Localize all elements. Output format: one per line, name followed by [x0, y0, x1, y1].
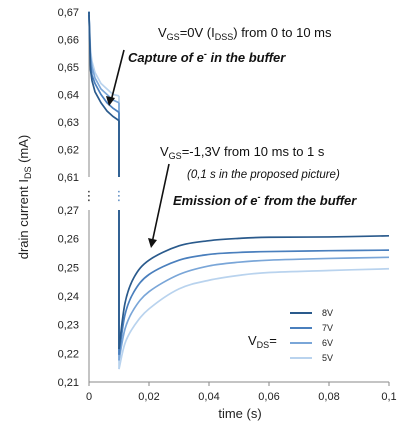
x-tick-label: 0	[86, 391, 92, 403]
emission-annotation-line1: VGS=-1,3V from 10 ms to 1 s	[160, 144, 325, 161]
emission-arrow-head	[148, 238, 157, 248]
y-tick-label: 0,22	[58, 348, 79, 360]
x-tick-label: 0,04	[198, 391, 219, 403]
y-tick-label: 0,66	[58, 35, 79, 47]
y-axis-label-unit: (mA)	[16, 135, 31, 167]
y-tick-label: 0,65	[58, 62, 79, 74]
y-tick-label: 0,64	[58, 90, 79, 102]
capture-arrow	[110, 49, 125, 102]
axis-break-dots: ⋮	[83, 189, 96, 204]
y-tick-label: 0,25	[58, 262, 79, 274]
capture-annotation-line2: Capture of e- in the buffer	[128, 49, 286, 65]
x-tick-label: 0,02	[138, 391, 159, 403]
legend-label: 5V	[322, 353, 333, 363]
emission-annotation-line2: (0,1 s in the proposed picture)	[187, 169, 340, 181]
capture-annotation-line1: VGS=0V (IDSS) from 0 to 10 ms	[158, 25, 332, 42]
x-axis-label: time (s)	[218, 406, 261, 421]
series-group	[88, 11, 390, 370]
y-tick-label: 0,27	[58, 205, 79, 217]
series-7v-capture-line	[88, 14, 120, 114]
y-axis-label-sub: DS	[23, 167, 33, 180]
x-ticks: 0 0,02 0,04 0,06 0,08 0,1	[86, 382, 397, 403]
legend-label: 7V	[322, 323, 333, 333]
series-5v-emission-line	[118, 267, 390, 370]
y-tick-label: 0,23	[58, 320, 79, 332]
y-ticks-upper: 0,67 0,66 0,65 0,64 0,63 0,62 0,61	[58, 7, 79, 184]
legend-title: VDS=	[248, 333, 277, 350]
y-tick-label: 0,24	[58, 291, 79, 303]
emission-arrow	[151, 163, 170, 244]
legend-label: 8V	[322, 308, 333, 318]
y-tick-label: 0,21	[58, 377, 79, 389]
y-tick-label: 0,26	[58, 234, 79, 246]
y-axis-label-main: drain current I	[16, 179, 31, 259]
emission-annotation-line3: Emission of e- from the buffer	[173, 192, 357, 208]
y-tick-label: 0,67	[58, 7, 79, 19]
capture-arrow-head	[106, 96, 115, 106]
y-axis-label: drain current IDS (mA)	[16, 135, 33, 260]
y-tick-label: 0,62	[58, 145, 79, 157]
x-tick-label: 0,1	[381, 391, 396, 403]
y-tick-label: 0,61	[58, 172, 79, 184]
y-tick-label: 0,63	[58, 117, 79, 129]
legend: 8V 7V 6V 5V	[290, 308, 333, 363]
series-7v-emission-line	[118, 249, 390, 355]
axis-break-marks: ⋮ ⋮	[83, 189, 126, 204]
axis-break-dots: ⋮	[113, 189, 126, 204]
y-ticks-lower: 0,27 0,26 0,25 0,24 0,23 0,22 0,21	[58, 205, 79, 389]
series-8v-capture-line	[88, 14, 120, 122]
x-tick-label: 0,08	[318, 391, 339, 403]
x-tick-label: 0,06	[258, 391, 279, 403]
series-6v-emission-line	[118, 256, 390, 361]
legend-label: 6V	[322, 338, 333, 348]
series-8v-emission-line	[118, 234, 390, 350]
